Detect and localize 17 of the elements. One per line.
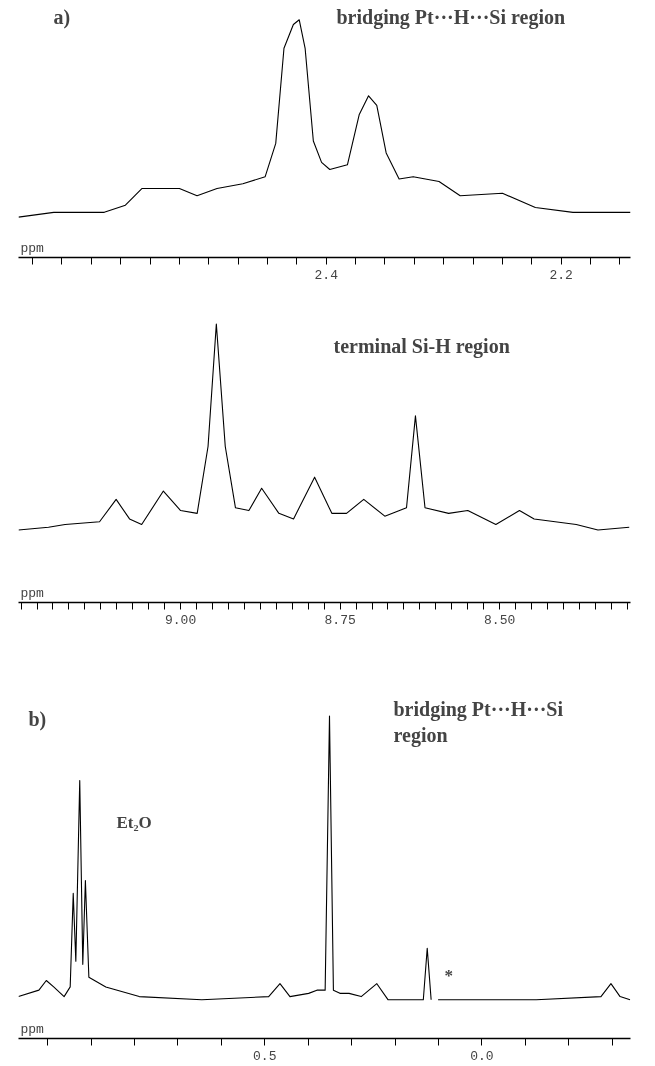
- x-tick-label: 9.00: [164, 612, 197, 628]
- annotation: *: [444, 965, 453, 985]
- x-tick-label: 8.75: [324, 612, 356, 628]
- x-axis-title: ppm: [20, 1021, 45, 1037]
- x-tick-label: 2.2: [549, 267, 573, 283]
- x-tick-label: 0.0: [470, 1048, 494, 1064]
- annotation: bridging Pt···H···Si region: [393, 697, 564, 747]
- annotation: Et₂O: [116, 812, 152, 832]
- x-axis-title: ppm: [20, 240, 45, 256]
- x-tick-label: 0.5: [253, 1048, 277, 1064]
- annotation: bridging Pt···H···Si region: [336, 5, 566, 29]
- x-tick-label: 2.4: [314, 267, 339, 283]
- annotation: a): [53, 5, 71, 29]
- x-tick-label: 8.50: [484, 612, 516, 628]
- annotation: terminal Si-H region: [333, 334, 510, 358]
- annotation: b): [28, 707, 47, 731]
- x-axis-title: ppm: [20, 585, 45, 601]
